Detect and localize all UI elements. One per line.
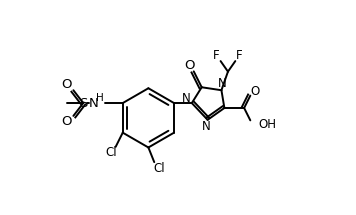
Text: H: H	[96, 93, 104, 103]
Text: O: O	[61, 115, 72, 128]
Text: N: N	[218, 77, 227, 90]
Text: F: F	[236, 49, 242, 62]
Text: N: N	[182, 92, 190, 105]
Text: Cl: Cl	[105, 146, 116, 159]
Text: N: N	[88, 97, 98, 110]
Text: N: N	[202, 120, 211, 133]
Text: O: O	[61, 78, 72, 91]
Text: OH: OH	[258, 118, 276, 131]
Text: F: F	[213, 49, 220, 62]
Text: O: O	[184, 59, 195, 72]
Text: S: S	[79, 97, 88, 110]
Text: O: O	[251, 85, 260, 98]
Text: Cl: Cl	[153, 161, 165, 175]
